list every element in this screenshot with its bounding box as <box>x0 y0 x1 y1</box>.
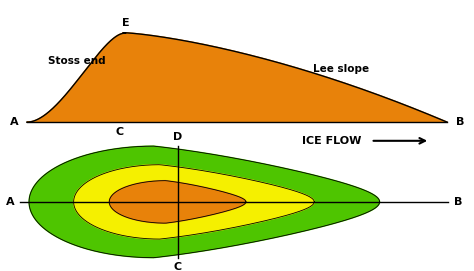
Text: D: D <box>173 132 182 142</box>
Text: E: E <box>122 18 129 28</box>
Text: B: B <box>456 117 464 127</box>
Polygon shape <box>29 146 380 258</box>
Polygon shape <box>27 33 447 122</box>
Text: A: A <box>6 197 14 207</box>
Text: C: C <box>115 127 123 137</box>
Polygon shape <box>73 165 314 239</box>
Text: C: C <box>173 262 182 271</box>
Text: ICE FLOW: ICE FLOW <box>302 136 362 146</box>
Polygon shape <box>109 181 246 223</box>
Text: Lee slope: Lee slope <box>313 64 369 74</box>
Text: A: A <box>10 117 18 127</box>
Text: B: B <box>454 197 462 207</box>
Text: E: E <box>159 192 166 202</box>
Text: Stoss end: Stoss end <box>48 56 106 66</box>
